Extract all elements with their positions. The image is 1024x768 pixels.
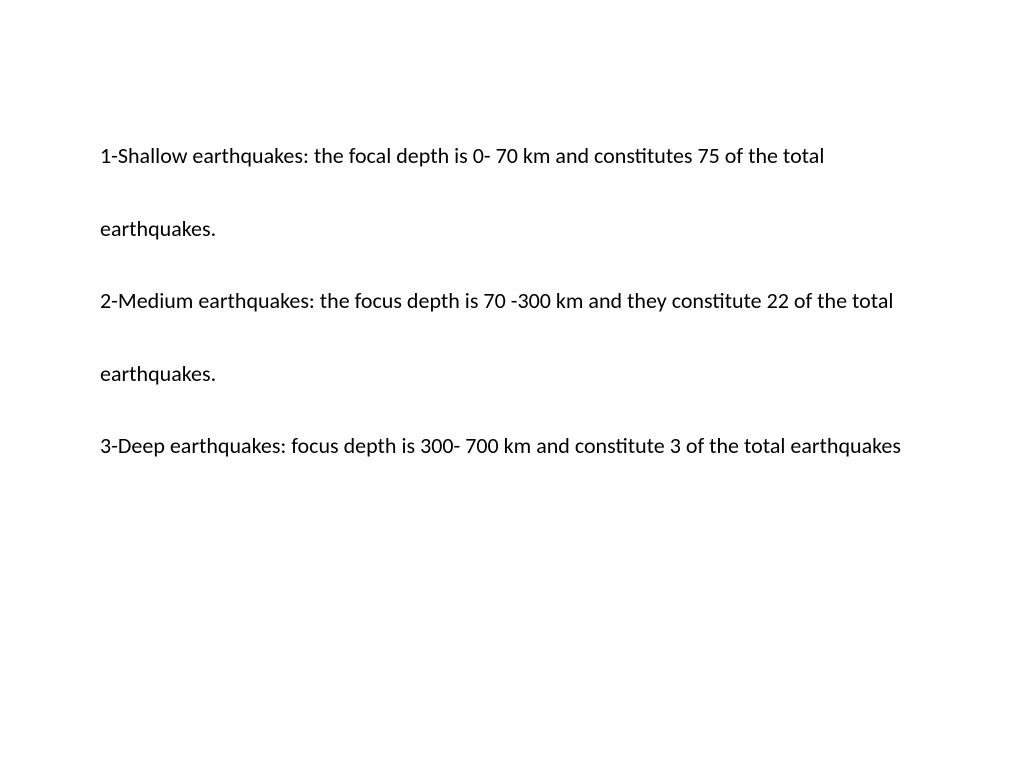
paragraph-2: 2-Medium earthquakes: the focus depth is… <box>100 265 924 410</box>
document-body: 1-Shallow earthquakes: the focal depth i… <box>100 120 924 483</box>
paragraph-1: 1-Shallow earthquakes: the focal depth i… <box>100 120 924 265</box>
paragraph-3: 3-Deep earthquakes: focus depth is 300- … <box>100 410 924 483</box>
